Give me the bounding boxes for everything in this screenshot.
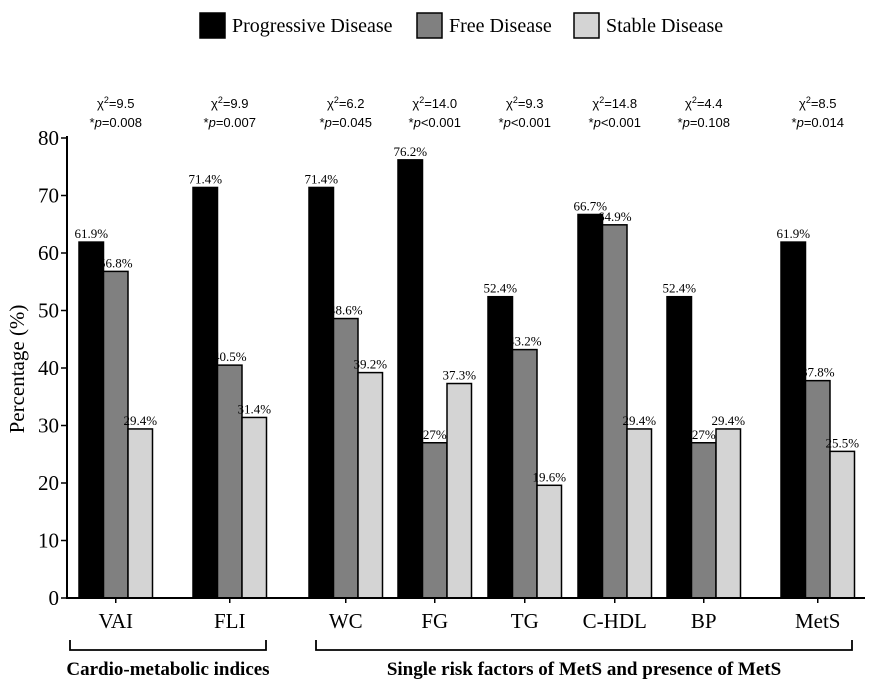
y-tick-label: 60 [38, 241, 59, 265]
p-value-label: *p<0.001 [499, 115, 551, 130]
chi-square-label: χ2=14.8 [592, 95, 637, 111]
bar-value-label: 64.9% [598, 209, 632, 224]
bar-value-label: 29.4% [711, 413, 745, 428]
bar-value-label: 27% [423, 427, 447, 442]
y-tick-label: 0 [49, 586, 60, 610]
bar-value-label: 76.2% [393, 144, 427, 159]
bar-value-label: 27% [692, 427, 716, 442]
category-groups: Cardio-metabolic indices Single risk fact… [66, 640, 853, 680]
x-tick-label: MetS [795, 609, 841, 633]
bar [241, 416, 268, 599]
bar-value-label: 61.9% [776, 226, 810, 241]
bar [577, 213, 604, 599]
chi-square-label: χ2=6.2 [327, 95, 365, 111]
bar-value-label: 29.4% [123, 413, 157, 428]
bar [127, 428, 154, 599]
y-tick-label: 70 [38, 184, 59, 208]
bar-value-label: 39.2% [353, 357, 387, 372]
x-tick-label: TG [511, 609, 539, 633]
bar [626, 428, 653, 599]
x-axis: VAI FLI WC FG TG C-HDL BP MetS [67, 597, 865, 633]
bar [666, 295, 693, 599]
y-tick-label: 40 [38, 356, 59, 380]
bar [601, 224, 628, 599]
x-tick-label: VAI [98, 609, 133, 633]
y-tick-label: 80 [38, 126, 59, 150]
bar [78, 241, 105, 599]
legend-label: Progressive Disease [232, 15, 393, 37]
bar-value-label: 56.8% [99, 255, 133, 270]
legend-label: Free Disease [449, 15, 552, 37]
group-label: Cardio-metabolic indices [66, 659, 269, 680]
legend-swatch [199, 12, 226, 39]
chi-square-label: χ2=14.0 [412, 95, 457, 111]
y-tick-label: 50 [38, 299, 59, 323]
bar-value-label: 43.2% [508, 334, 542, 349]
bar-value-label: 19.6% [532, 469, 566, 484]
group-label: Single risk factors of MetS and presence… [387, 659, 781, 680]
bar-value-label: 52.4% [483, 281, 517, 296]
bar [829, 450, 856, 599]
x-tick-label: C-HDL [583, 609, 647, 633]
bar [804, 379, 831, 599]
bar-value-label: 66.7% [573, 198, 607, 213]
chi-square-label: χ2=9.3 [506, 95, 544, 111]
chi-square-label: χ2=8.5 [799, 95, 837, 111]
p-value-label: *p=0.007 [204, 115, 256, 130]
bar [216, 364, 243, 599]
bar-value-label: 37.3% [442, 368, 476, 383]
bar [308, 186, 335, 599]
chi-square-label: χ2=9.5 [97, 95, 135, 111]
p-value-label: *p<0.001 [589, 115, 641, 130]
legend-swatch [573, 12, 600, 39]
x-tick-label: FG [421, 609, 448, 633]
bar-value-label: 31.4% [237, 401, 271, 416]
y-tick-label: 10 [38, 529, 59, 553]
bar [397, 159, 424, 599]
bar-value-label: 40.5% [213, 349, 247, 364]
bar [780, 241, 807, 599]
p-value-label: *p=0.045 [320, 115, 372, 130]
y-tick-label: 30 [38, 414, 59, 438]
bar [511, 348, 538, 599]
chi-square-label: χ2=9.9 [211, 95, 249, 111]
bar [357, 371, 384, 599]
bar-value-label: 37.8% [801, 365, 835, 380]
bar-value-label: 71.4% [304, 171, 338, 186]
p-value-label: *p=0.008 [90, 115, 142, 130]
x-tick-label: FLI [214, 609, 246, 633]
bar [102, 270, 129, 599]
bar [715, 428, 742, 599]
bar-value-label: 71.4% [188, 171, 222, 186]
bar-value-label: 61.9% [74, 226, 108, 241]
group-bracket [315, 640, 853, 651]
bar-value-label: 25.5% [825, 435, 859, 450]
bar-value-labels: 61.9% 56.8% 29.4% 71.4% 40.5% 31.4% 71.4% 48.6%… [74, 144, 859, 484]
bar [421, 442, 448, 599]
chi-square-label: χ2=4.4 [685, 95, 723, 111]
p-value-label: *p=0.108 [678, 115, 730, 130]
bar [690, 442, 717, 599]
legend-swatch [416, 12, 443, 39]
x-tick-label: BP [691, 609, 717, 633]
y-axis-label: Percentage (%) [5, 305, 29, 434]
p-value-label: *p=0.014 [792, 115, 844, 130]
bar-value-label: 29.4% [622, 413, 656, 428]
bar [192, 186, 219, 599]
x-tick-label: WC [329, 609, 363, 633]
bar [536, 484, 563, 599]
bar-value-label: 52.4% [662, 281, 696, 296]
legend-label: Stable Disease [606, 15, 723, 37]
p-value-label: *p<0.001 [409, 115, 461, 130]
bar-value-label: 48.6% [329, 303, 363, 318]
y-axis: 0 10 20 30 40 50 60 70 80 [38, 126, 68, 610]
legend: Progressive Disease Free Disease Stable Di… [199, 12, 723, 39]
bar [446, 382, 473, 599]
y-tick-label: 20 [38, 471, 59, 495]
group-bracket [69, 640, 267, 651]
stats-annotations: χ2=9.5 *p=0.008 χ2=9.9 *p=0.007 χ2=6.2 *p=0.0… [90, 95, 844, 130]
